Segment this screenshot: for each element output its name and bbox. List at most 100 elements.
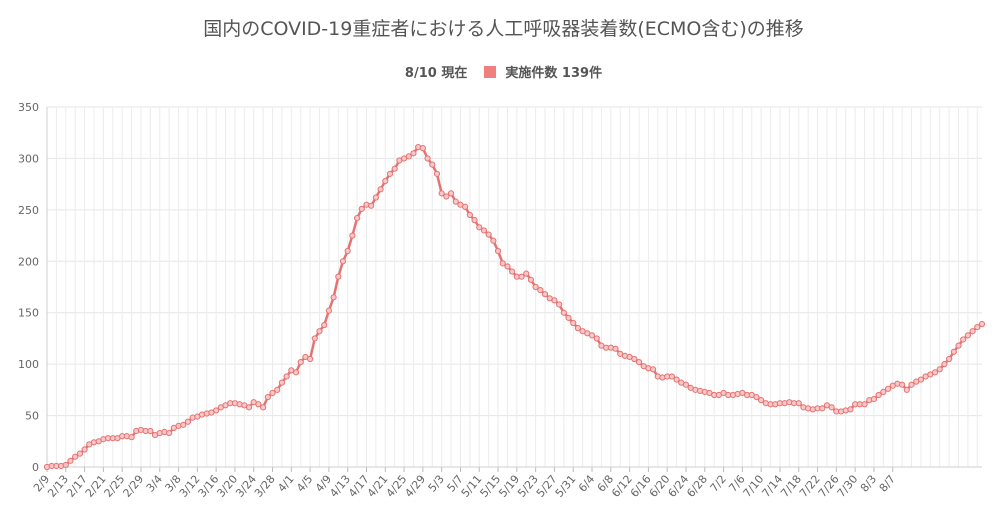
data-point[interactable]: [269, 389, 276, 397]
data-point[interactable]: [264, 393, 271, 401]
data-point[interactable]: [480, 227, 488, 234]
data-point[interactable]: [292, 369, 300, 376]
data-point[interactable]: [321, 321, 328, 329]
data-point[interactable]: [316, 328, 323, 335]
data-point[interactable]: [532, 283, 539, 291]
data-point[interactable]: [377, 186, 384, 193]
data-point[interactable]: [245, 404, 253, 411]
data-point[interactable]: [551, 297, 558, 304]
data-point[interactable]: [518, 273, 525, 280]
data-point[interactable]: [593, 335, 600, 342]
data-point[interactable]: [386, 170, 394, 177]
data-point[interactable]: [358, 205, 365, 212]
data-point[interactable]: [344, 247, 351, 255]
data-point[interactable]: [452, 198, 459, 205]
data-point[interactable]: [650, 366, 657, 373]
data-point[interactable]: [847, 406, 854, 413]
data-point[interactable]: [950, 348, 957, 355]
data-point[interactable]: [391, 165, 398, 172]
data-point[interactable]: [931, 369, 939, 376]
data-point[interactable]: [494, 247, 502, 255]
data-point[interactable]: [903, 386, 910, 393]
data-point[interactable]: [311, 335, 318, 342]
data-point[interactable]: [424, 155, 431, 162]
data-point[interactable]: [429, 161, 436, 168]
data-point[interactable]: [955, 342, 962, 349]
data-point[interactable]: [76, 450, 83, 457]
data-point[interactable]: [673, 376, 680, 383]
data-point[interactable]: [682, 381, 690, 388]
data-point[interactable]: [372, 194, 379, 201]
data-point[interactable]: [917, 376, 925, 383]
data-point[interactable]: [147, 427, 154, 435]
data-point[interactable]: [635, 358, 643, 366]
data-point[interactable]: [490, 237, 497, 244]
data-point[interactable]: [861, 401, 868, 408]
data-point[interactable]: [537, 286, 544, 294]
data-point[interactable]: [213, 407, 220, 414]
data-point[interactable]: [354, 214, 361, 222]
data-point[interactable]: [443, 193, 450, 200]
data-point[interactable]: [419, 145, 426, 152]
data-point[interactable]: [541, 291, 549, 298]
data-point[interactable]: [574, 325, 582, 332]
data-point[interactable]: [433, 170, 441, 177]
data-point[interactable]: [382, 177, 389, 185]
data-point[interactable]: [565, 314, 572, 321]
data-point[interactable]: [556, 301, 563, 308]
data-point[interactable]: [875, 391, 882, 399]
data-point[interactable]: [588, 332, 596, 339]
data-point[interactable]: [166, 429, 173, 437]
data-point[interactable]: [758, 397, 765, 404]
data-point[interactable]: [753, 393, 760, 401]
data-point[interactable]: [612, 345, 619, 352]
data-point[interactable]: [260, 404, 267, 411]
data-point[interactable]: [180, 421, 187, 428]
data-point[interactable]: [974, 324, 981, 331]
data-point[interactable]: [978, 320, 986, 328]
data-point[interactable]: [499, 260, 506, 267]
data-point[interactable]: [668, 373, 676, 380]
data-point[interactable]: [128, 434, 135, 441]
data-point[interactable]: [485, 231, 492, 238]
data-point[interactable]: [946, 355, 953, 363]
data-point[interactable]: [471, 217, 478, 224]
data-point[interactable]: [819, 405, 826, 412]
data-point[interactable]: [72, 453, 79, 460]
data-point[interactable]: [255, 401, 262, 408]
data-point[interactable]: [335, 273, 342, 280]
data-point[interactable]: [438, 190, 445, 197]
data-point[interactable]: [283, 373, 290, 380]
data-point[interactable]: [297, 358, 304, 366]
data-point[interactable]: [964, 332, 972, 339]
data-point[interactable]: [184, 418, 192, 425]
data-point[interactable]: [631, 355, 638, 363]
data-point[interactable]: [325, 307, 333, 314]
data-point[interactable]: [570, 319, 577, 327]
data-point[interactable]: [527, 276, 535, 283]
data-point[interactable]: [908, 381, 915, 388]
data-point[interactable]: [880, 388, 887, 396]
data-point[interactable]: [278, 379, 286, 386]
data-point[interactable]: [504, 263, 511, 270]
data-point[interactable]: [941, 361, 948, 368]
data-point[interactable]: [884, 385, 892, 392]
data-point[interactable]: [960, 336, 967, 343]
data-point[interactable]: [349, 232, 356, 239]
data-point[interactable]: [405, 153, 412, 160]
data-point[interactable]: [339, 258, 347, 265]
data-point[interactable]: [62, 461, 69, 469]
data-point[interactable]: [476, 224, 483, 231]
data-point[interactable]: [410, 150, 417, 157]
data-point[interactable]: [368, 202, 375, 209]
legend[interactable]: 8/10 現在 実施件数 139件: [0, 62, 1007, 81]
data-point[interactable]: [330, 294, 337, 301]
data-point[interactable]: [969, 328, 976, 335]
data-point[interactable]: [870, 396, 878, 403]
data-point[interactable]: [828, 404, 835, 411]
data-point[interactable]: [307, 355, 314, 363]
data-point[interactable]: [899, 381, 906, 388]
data-point[interactable]: [560, 309, 567, 316]
data-point[interactable]: [81, 446, 88, 453]
data-point[interactable]: [523, 270, 530, 277]
